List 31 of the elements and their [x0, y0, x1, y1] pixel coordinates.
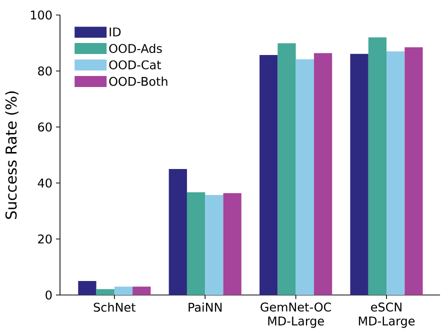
bar	[78, 281, 96, 295]
bar	[296, 59, 314, 295]
legend-label: OOD-Both	[109, 76, 168, 86]
y-tick-label: 60	[38, 122, 52, 132]
bar	[205, 195, 224, 295]
bar	[314, 53, 332, 295]
bar	[96, 289, 114, 295]
y-tick-label: 80	[38, 66, 52, 76]
bar	[404, 47, 423, 295]
legend-label: ID	[110, 28, 121, 36]
y-tick-label: 20	[38, 234, 52, 244]
bar	[278, 43, 296, 295]
bar	[350, 54, 368, 295]
legend-label: OOD-Cat	[109, 60, 161, 70]
bar	[168, 169, 187, 295]
bar	[114, 286, 133, 295]
y-axis-title: Success Rate (%)	[5, 91, 18, 219]
bar	[223, 193, 242, 295]
legend-label: OOD-Ads	[109, 44, 162, 54]
x-tick-label: GemNet-OC MD-Large	[260, 302, 331, 328]
bar	[368, 37, 386, 295]
x-tick-label: eSCN MD-Large	[358, 302, 415, 328]
bar	[386, 51, 405, 295]
y-tick-label: 100	[30, 10, 52, 20]
bar	[132, 286, 151, 295]
bar	[260, 55, 278, 295]
bar	[186, 192, 206, 295]
y-tick-label: 0	[46, 290, 52, 300]
y-tick-label: 40	[38, 178, 52, 188]
x-tick-label: SchNet	[94, 302, 136, 312]
x-tick-label: PaiNN	[188, 302, 222, 312]
